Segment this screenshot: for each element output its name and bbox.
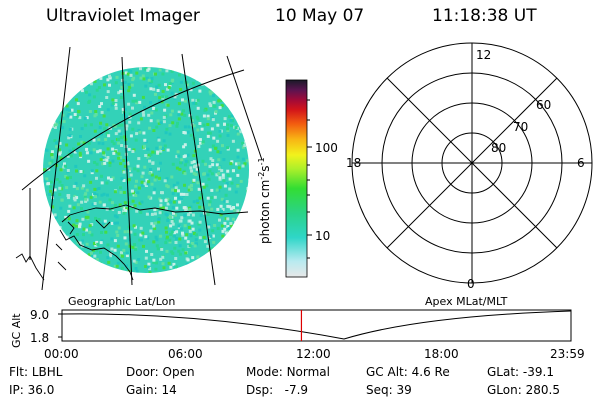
geographic-label: Geographic Lat/Lon <box>68 295 176 308</box>
time-label: 11:18:38 UT <box>432 6 537 26</box>
timeline-xtick: 18:00 <box>424 347 459 361</box>
colorbar-ticks <box>307 99 312 259</box>
polar-plot <box>351 42 593 284</box>
mlt-label-18: 18 <box>346 156 362 170</box>
timeline-xtick: 23:59 <box>550 347 585 361</box>
colorbar-tick-100: 100 <box>315 141 338 155</box>
geo-grid <box>15 46 263 291</box>
meridian-line <box>181 53 216 286</box>
coastline <box>55 204 249 281</box>
colorbar-unit-label: photon cm-2s-1 <box>257 157 272 244</box>
timeline-ytick-high: 9.0 <box>30 308 50 322</box>
status-flt: Flt: LBHL <box>9 365 63 379</box>
timeline-ylabel: GC Alt <box>10 313 23 348</box>
instrument-title: Ultraviolet Imager <box>46 6 200 26</box>
coastline <box>15 253 45 281</box>
date-label: 10 May 07 <box>275 6 365 26</box>
colorbar-gradient <box>285 79 308 278</box>
status-glon: GLon: 280.5 <box>487 383 560 397</box>
timeline-xtick: 00:00 <box>44 347 79 361</box>
mlt-label-12: 12 <box>476 48 492 62</box>
status-glat: GLat: -39.1 <box>487 365 554 379</box>
timeline-yticks <box>58 313 62 338</box>
mlt-label-0: 0 <box>467 277 475 291</box>
apex-label: Apex MLat/MLT <box>425 295 508 308</box>
status-door: Door: Open <box>126 365 195 379</box>
colorbar <box>285 79 312 278</box>
timeline-ytick-low: 1.8 <box>30 331 50 345</box>
altitude-curve <box>61 310 572 340</box>
timeline-xtick: 06:00 <box>168 347 203 361</box>
timeline-plot <box>58 309 572 342</box>
status-mode: Mode: Normal <box>246 365 330 379</box>
uv-image-disk <box>43 67 249 273</box>
status-dsp: Dsp: -7.9 <box>246 383 309 397</box>
meridian-line <box>121 56 133 286</box>
mlat-label-70: 70 <box>513 120 529 134</box>
parallel-line <box>21 69 245 191</box>
mlt-label-6: 6 <box>577 156 585 170</box>
status-gcalt: GC Alt: 4.6 Re <box>366 365 450 379</box>
timeline-frame <box>61 309 572 342</box>
mlat-label-80: 80 <box>491 141 507 155</box>
mlat-label-60: 60 <box>536 98 552 112</box>
polar-diagonal <box>386 77 558 249</box>
status-seq: Seq: 39 <box>366 383 412 397</box>
meridian-line <box>41 46 71 291</box>
status-gain: Gain: 14 <box>126 383 177 397</box>
status-ip: IP: 36.0 <box>9 383 55 397</box>
colorbar-tick-10: 10 <box>315 229 331 243</box>
timeline-xtick: 12:00 <box>296 347 331 361</box>
